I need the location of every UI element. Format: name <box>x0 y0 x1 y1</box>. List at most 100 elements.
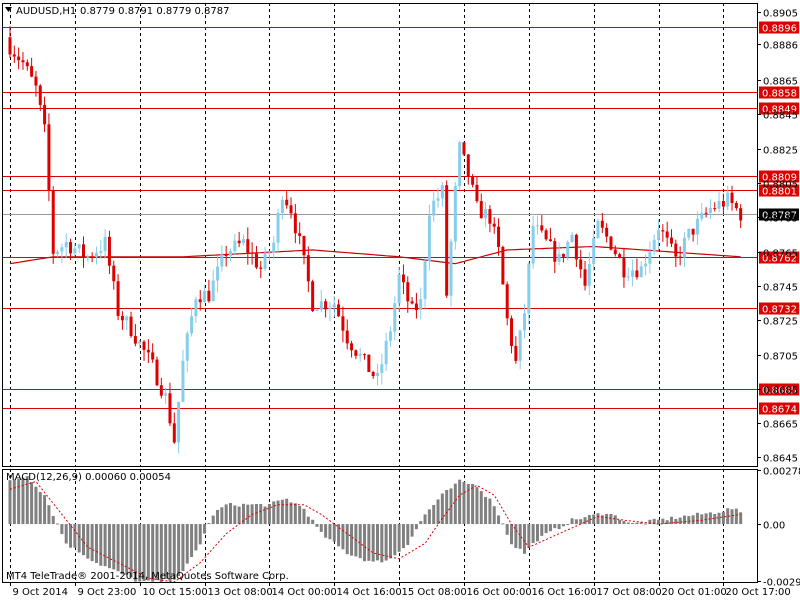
macd-histogram-bar <box>302 508 306 525</box>
candle-body <box>397 274 401 304</box>
candle-body <box>181 360 185 402</box>
macd-histogram-bar <box>159 524 163 583</box>
candle-body <box>159 385 163 396</box>
candle-body <box>146 349 150 353</box>
macd-histogram-bar <box>626 522 630 525</box>
candle-body <box>561 253 565 257</box>
macd-histogram-bar <box>548 524 552 532</box>
candle-body <box>207 290 211 302</box>
macd-histogram-bar <box>397 524 401 552</box>
candle-body <box>60 247 64 252</box>
macd-tick-label: 0.00 <box>763 521 785 532</box>
macd-histogram-bar <box>220 507 224 525</box>
price-level-label: 0.8858 <box>762 89 797 100</box>
macd-histogram-bar <box>730 509 734 525</box>
price-level-tag <box>759 302 799 315</box>
macd-histogram-bar <box>194 524 198 551</box>
time-tick-label: 20 Oct 01:00 <box>662 587 727 598</box>
macd-histogram-bar <box>618 519 622 525</box>
macd-histogram-bar <box>311 519 315 525</box>
macd-histogram-bar <box>190 524 194 557</box>
candle-body <box>691 228 695 235</box>
candle-body <box>107 236 111 266</box>
ohlc-values: 0.8779 0.8791 0.8779 0.8787 <box>80 6 230 17</box>
candle-body <box>458 142 462 187</box>
macd-histogram-bar <box>544 524 548 534</box>
candle-body <box>363 354 367 356</box>
price-tick-label: 0.8685 <box>763 386 798 397</box>
candle-body <box>120 315 124 321</box>
macd-label: MACD(12,26,9) 0.00060 0.00054 <box>6 472 171 483</box>
candle-body <box>168 393 172 424</box>
price-level-tag <box>759 184 799 197</box>
macd-histogram-bar <box>695 512 699 525</box>
candle-body <box>177 401 181 443</box>
candle-body <box>518 330 522 361</box>
macd-histogram-bar <box>233 505 237 525</box>
candle-body <box>30 66 34 77</box>
macd-histogram-bar <box>670 516 673 525</box>
price-level-label: 0.8801 <box>762 187 797 198</box>
macd-histogram-bar <box>324 524 328 538</box>
macd-histogram-bar <box>479 491 483 525</box>
candle-body <box>267 252 271 254</box>
macd-histogram-bar <box>510 524 514 545</box>
candle-body <box>484 209 488 219</box>
price-level-tag <box>759 251 799 264</box>
macd-histogram-bar <box>376 524 379 561</box>
candle-body <box>324 301 328 310</box>
macd-histogram-bar <box>691 515 695 525</box>
candle-body <box>246 239 250 253</box>
candle-body <box>540 225 544 231</box>
candle-body <box>648 251 652 264</box>
candle-body <box>570 234 574 243</box>
macd-histogram-bar <box>570 518 574 525</box>
candle-body <box>185 333 189 361</box>
candle-body <box>657 230 661 240</box>
candle-body <box>155 359 159 386</box>
price-level-label: 0.8896 <box>762 24 797 35</box>
candle-body <box>583 269 587 286</box>
price-level-tag <box>759 402 799 415</box>
macd-histogram-bar <box>717 512 721 525</box>
time-tick-label: 10 Oct 15:00 <box>143 587 208 598</box>
candle-body <box>319 301 323 310</box>
macd-histogram-bar <box>280 499 284 525</box>
time-axis: 9 Oct 2014 9 Oct 23:00 10 Oct 15:00 13 Oct … <box>10 582 791 598</box>
price-tick-label: 0.8865 <box>763 77 798 88</box>
candle-body <box>51 190 55 254</box>
candle-body <box>341 316 345 331</box>
macd-histogram-bar <box>596 513 600 525</box>
candle-body <box>345 330 349 344</box>
macd-histogram-bar <box>38 491 42 525</box>
macd-histogram-bar <box>492 506 496 525</box>
macd-histogram-bar <box>73 524 77 548</box>
macd-histogram-bar <box>419 521 423 525</box>
candle-body <box>302 235 306 256</box>
macd-histogram-bar <box>229 502 232 525</box>
dropdown-triangle-icon[interactable] <box>5 7 12 12</box>
candle-body <box>17 56 21 61</box>
time-tick-label: 15 Oct 08:00 <box>402 587 467 598</box>
candle-body <box>151 352 155 360</box>
candle-body <box>233 240 237 252</box>
macd-histogram-bar <box>185 524 189 564</box>
macd-histogram-bar <box>82 524 85 556</box>
candle-body <box>631 270 635 277</box>
macd-histogram-bar <box>90 524 94 562</box>
macd-histogram-bar <box>592 514 596 525</box>
macd-panel <box>8 476 743 583</box>
price-tick-label: 0.8725 <box>763 317 798 328</box>
horizontal-levels[interactable]: 0.88960.88580.88490.88090.88010.87620.87… <box>2 21 799 416</box>
macd-histogram-bar <box>557 524 561 530</box>
macd-histogram-bar <box>99 524 103 566</box>
macd-histogram-bar <box>609 513 613 525</box>
macd-histogram-bar <box>129 524 133 578</box>
macd-histogram-bar <box>116 524 120 572</box>
macd-histogram-bar <box>605 513 609 525</box>
candle-body <box>475 184 479 202</box>
candle-body <box>510 318 514 346</box>
candle-body <box>531 225 535 264</box>
